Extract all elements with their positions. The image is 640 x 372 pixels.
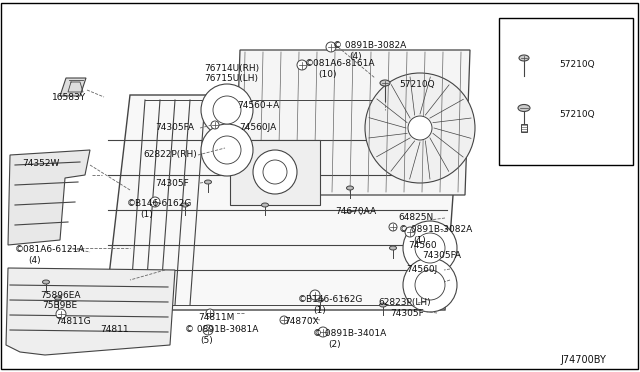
Circle shape (213, 136, 241, 164)
Ellipse shape (262, 203, 269, 207)
Text: (10): (10) (318, 70, 337, 78)
Circle shape (318, 327, 328, 337)
Ellipse shape (518, 105, 530, 112)
Text: 74870X: 74870X (284, 317, 319, 327)
Bar (521, 124, 527, 132)
Text: 74560J: 74560J (406, 264, 437, 273)
Text: 62823P(LH): 62823P(LH) (378, 298, 431, 307)
Text: 74670AA: 74670AA (335, 206, 376, 215)
Text: 74811M: 74811M (198, 314, 234, 323)
Circle shape (56, 309, 66, 319)
Text: ©B146-6162G: ©B146-6162G (298, 295, 364, 304)
Text: 16583Y: 16583Y (52, 93, 86, 102)
Circle shape (403, 258, 457, 312)
Text: (4): (4) (28, 257, 40, 266)
Circle shape (206, 309, 214, 317)
Circle shape (326, 42, 336, 52)
Circle shape (150, 197, 160, 207)
Text: (1): (1) (413, 235, 426, 244)
Text: 74560: 74560 (408, 241, 436, 250)
Text: 74811G: 74811G (55, 317, 91, 327)
Ellipse shape (519, 55, 529, 61)
Polygon shape (6, 268, 175, 355)
Bar (499, 18, 633, 165)
Text: 74560JA: 74560JA (239, 124, 276, 132)
Text: 74305FA: 74305FA (155, 124, 194, 132)
Text: 76715U(LH): 76715U(LH) (204, 74, 258, 83)
Circle shape (211, 121, 219, 129)
Ellipse shape (390, 246, 397, 250)
Text: (2): (2) (328, 340, 340, 349)
Ellipse shape (346, 186, 353, 190)
Polygon shape (8, 150, 90, 245)
Text: 74305F: 74305F (390, 308, 424, 317)
Ellipse shape (380, 80, 390, 86)
Ellipse shape (205, 180, 211, 184)
Polygon shape (235, 50, 470, 195)
Text: J74700BY: J74700BY (560, 355, 606, 365)
Circle shape (389, 223, 397, 231)
Text: (5): (5) (200, 337, 212, 346)
Circle shape (405, 227, 415, 237)
Ellipse shape (54, 296, 61, 300)
Text: 75B9BE: 75B9BE (42, 301, 77, 311)
Circle shape (280, 316, 288, 324)
Circle shape (297, 60, 307, 70)
Circle shape (415, 233, 445, 263)
Circle shape (213, 96, 241, 124)
Text: 74811: 74811 (100, 326, 129, 334)
Circle shape (201, 84, 253, 136)
Text: ©081A6-8161A: ©081A6-8161A (305, 58, 376, 67)
Text: ©B146-6162G: ©B146-6162G (127, 199, 193, 208)
Circle shape (203, 325, 213, 335)
Text: 74560+A: 74560+A (237, 100, 279, 109)
Text: 76714U(RH): 76714U(RH) (204, 64, 259, 73)
Text: 57210Q: 57210Q (559, 61, 595, 70)
Text: 75896EA: 75896EA (40, 291, 81, 299)
Circle shape (263, 160, 287, 184)
Circle shape (403, 221, 457, 275)
Circle shape (408, 116, 432, 140)
Text: 74305FA: 74305FA (422, 251, 461, 260)
Ellipse shape (182, 203, 189, 207)
Polygon shape (230, 140, 320, 205)
Text: © 0891B-3082A: © 0891B-3082A (399, 224, 472, 234)
Circle shape (415, 270, 445, 300)
Polygon shape (105, 95, 460, 310)
Text: © 0891B-3401A: © 0891B-3401A (313, 328, 387, 337)
Text: 74352W: 74352W (22, 158, 60, 167)
Text: © 0891B-3081A: © 0891B-3081A (185, 326, 259, 334)
Ellipse shape (380, 303, 387, 307)
Text: (4): (4) (349, 52, 362, 61)
Text: 62822P(RH): 62822P(RH) (143, 151, 196, 160)
Ellipse shape (42, 280, 49, 284)
Text: 57210Q: 57210Q (559, 110, 595, 119)
Text: 64825N: 64825N (398, 214, 433, 222)
Circle shape (365, 73, 475, 183)
Text: 57210Q: 57210Q (399, 80, 435, 90)
Polygon shape (60, 78, 86, 96)
Text: © 0891B-3082A: © 0891B-3082A (333, 42, 406, 51)
Text: 74305F: 74305F (155, 179, 189, 187)
Text: (1): (1) (313, 305, 326, 314)
Circle shape (310, 290, 320, 300)
Circle shape (201, 124, 253, 176)
Ellipse shape (317, 298, 323, 302)
Circle shape (253, 150, 297, 194)
Text: (1): (1) (140, 211, 153, 219)
Text: ©081A6-6121A: ©081A6-6121A (15, 246, 85, 254)
